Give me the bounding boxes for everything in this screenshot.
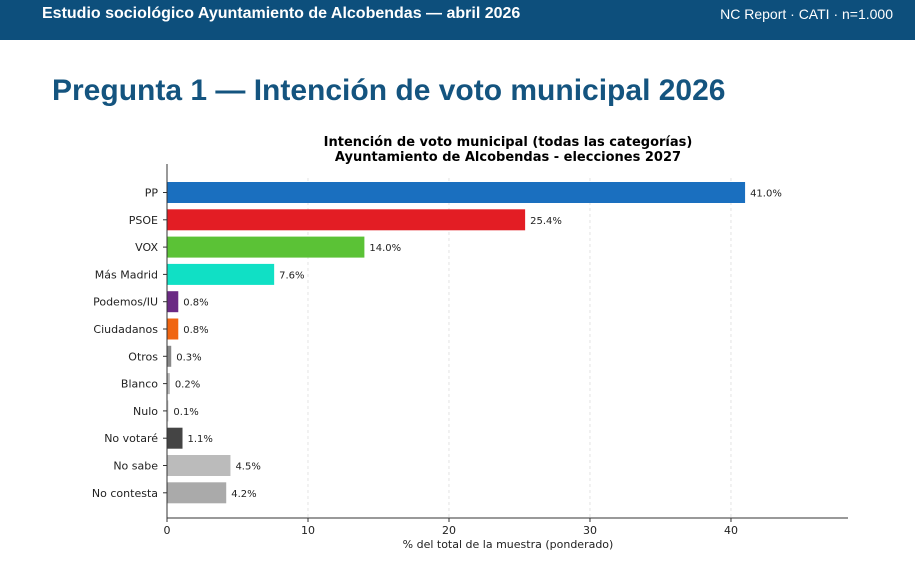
x-tick-label: 40 <box>724 524 738 537</box>
y-tick-label: Ciudadanos <box>93 323 158 336</box>
data-label: 14.0% <box>369 243 401 254</box>
bar <box>167 455 231 476</box>
data-label: 0.8% <box>183 325 208 336</box>
bar <box>167 209 526 231</box>
y-tick-label: No sabe <box>113 460 158 473</box>
y-tick-label: Otros <box>128 350 158 363</box>
chart-subtitle: Ayuntamiento de Alcobendas - elecciones … <box>335 150 681 165</box>
top-banner: Estudio sociológico Ayuntamiento de Alco… <box>0 0 915 40</box>
data-label: 25.4% <box>530 216 562 227</box>
page-title: Pregunta 1 — Intención de voto municipal… <box>52 74 726 107</box>
y-tick-label: Podemos/IU <box>93 296 158 309</box>
chart-title: Intención de voto municipal (todas las c… <box>324 135 693 150</box>
x-tick-label: 20 <box>442 524 456 537</box>
bar <box>167 291 179 313</box>
bar <box>167 345 172 367</box>
y-tick-label: No votaré <box>104 432 158 445</box>
x-tick-label: 30 <box>583 524 597 537</box>
bar <box>167 427 183 449</box>
bar <box>167 318 179 340</box>
x-tick-label: 10 <box>301 524 315 537</box>
data-label: 4.5% <box>235 462 260 473</box>
x-tick-label: 0 <box>164 524 171 537</box>
bar <box>167 182 746 203</box>
bar <box>167 482 227 504</box>
study-meta: NC Report · CATI · n=1.000 <box>720 6 893 22</box>
bar <box>167 263 275 285</box>
bars: 41.0% 25.4% 14.0% 7.6% 0.8% 0.8% 0.3% 0.2% 0.1% 1… <box>167 182 782 504</box>
data-label: 7.6% <box>279 270 304 281</box>
data-label: 0.3% <box>176 352 201 363</box>
bar <box>167 400 169 422</box>
data-label: 4.2% <box>231 489 256 500</box>
y-tick-label: PP <box>145 187 159 200</box>
study-title: Estudio sociológico Ayuntamiento de Alco… <box>42 5 521 22</box>
y-tick-label: Blanco <box>121 378 158 391</box>
bar <box>167 236 365 258</box>
data-label: 0.1% <box>173 407 198 418</box>
y-tick-label: Nulo <box>133 405 158 418</box>
data-label: 1.1% <box>188 434 213 445</box>
y-tick-label: Más Madrid <box>95 268 158 281</box>
data-label: 41.0% <box>750 189 782 200</box>
bar <box>167 373 170 395</box>
data-label: 0.8% <box>183 298 208 309</box>
y-tick-label: VOX <box>135 241 158 254</box>
axes: 0 10 20 30 40 PP PSOE VOX Más Madrid Podemos/IU Ci… <box>92 164 848 537</box>
y-tick-label: PSOE <box>129 214 158 227</box>
y-tick-label: No contesta <box>92 487 158 500</box>
x-axis-label: % del total de la muestra (ponderado) <box>403 538 614 551</box>
data-label: 0.2% <box>175 380 200 391</box>
